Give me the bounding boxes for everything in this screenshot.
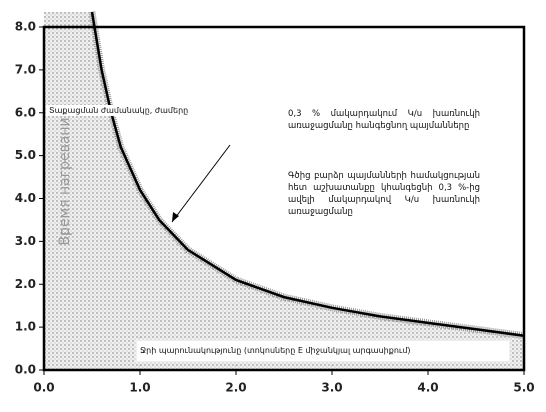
annotation: 0,3 % մակարդակում Կ/ս խառնուկի առաջացման… xyxy=(288,109,480,131)
x-tick-label: 2.0 xyxy=(225,381,246,395)
arrow-line xyxy=(171,144,231,223)
x-tick-label: 1.0 xyxy=(129,381,150,395)
y-tick-label: 1.0 xyxy=(15,320,36,334)
x-tick-label: 3.0 xyxy=(321,381,342,395)
x-tick-label: 5.0 xyxy=(513,381,534,395)
x-axis-label: Ջրի պարունակությունը (տոկոսները E միջանկ… xyxy=(136,340,510,362)
russian-label: Время нагревания, xyxy=(57,104,73,245)
x-tick-label: 4.0 xyxy=(417,381,438,395)
y-tick-label: 2.0 xyxy=(15,277,36,291)
y-tick-label: 4.0 xyxy=(15,191,36,205)
annotation: Գծից բարձր պայմանների համակցության հետ ա… xyxy=(288,171,480,217)
y-tick-label: 7.0 xyxy=(15,62,36,76)
plot-frame xyxy=(42,25,526,372)
area xyxy=(44,12,524,370)
curve xyxy=(90,11,525,337)
y-axis-label: Տաքացման ժամանակը, ժամերը xyxy=(46,105,192,116)
arrow-head xyxy=(172,212,179,222)
y-tick-label: 5.0 xyxy=(15,148,36,162)
y-tick-label: 3.0 xyxy=(15,234,36,248)
y-tick-label: 0.0 xyxy=(15,363,36,377)
y-tick-label: 8.0 xyxy=(15,20,36,34)
y-tick-label: 6.0 xyxy=(15,105,36,119)
x-tick-label: 0.0 xyxy=(33,381,54,395)
